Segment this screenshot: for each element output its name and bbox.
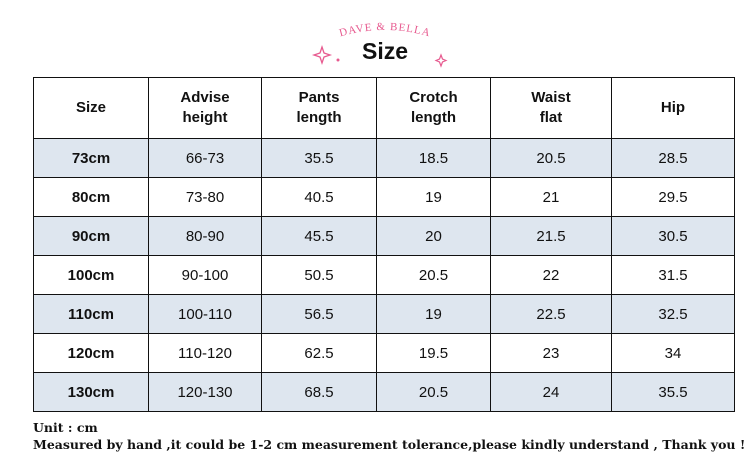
table-cell: 80cm bbox=[33, 177, 149, 217]
table-cell: 110-120 bbox=[148, 333, 262, 373]
table-cell: 66-73 bbox=[148, 138, 262, 178]
table-cell: 50.5 bbox=[261, 255, 377, 295]
size-table: Size Advise height Pants length Crotch leng… bbox=[33, 77, 735, 412]
table-row: 110cm 100-110 56.5 19 22.5 32.5 bbox=[33, 294, 735, 334]
table-cell: 68.5 bbox=[261, 372, 377, 412]
table-row: 100cm 90-100 50.5 20.5 22 31.5 bbox=[33, 255, 735, 295]
table-cell: 120cm bbox=[33, 333, 149, 373]
unit-note: Unit : cm bbox=[33, 420, 98, 435]
brand-text: DAVE & BELLA bbox=[338, 21, 431, 40]
table-row: 130cm 120-130 68.5 20.5 24 35.5 bbox=[33, 372, 735, 412]
table-cell: 19.5 bbox=[376, 333, 491, 373]
table-cell: 56.5 bbox=[261, 294, 377, 334]
column-header: Size bbox=[33, 77, 149, 139]
table-cell: 19 bbox=[376, 177, 491, 217]
table-cell: 20.5 bbox=[490, 138, 612, 178]
table-cell: 120-130 bbox=[148, 372, 262, 412]
table-cell: 35.5 bbox=[261, 138, 377, 178]
sparkle-dot bbox=[336, 58, 340, 62]
decoration: DAVE & BELLA bbox=[311, 21, 448, 68]
table-cell: 20 bbox=[376, 216, 491, 256]
header-row: Size Advise height Pants length Crotch leng… bbox=[33, 77, 735, 139]
table-cell: 32.5 bbox=[611, 294, 735, 334]
table-cell: 28.5 bbox=[611, 138, 735, 178]
table-cell: 30.5 bbox=[611, 216, 735, 256]
table-cell: 24 bbox=[490, 372, 612, 412]
brand: DAVE & BELLA bbox=[338, 21, 432, 40]
title: Size bbox=[361, 38, 409, 64]
table-cell: 90-100 bbox=[148, 255, 262, 295]
table-cell: 29.5 bbox=[611, 177, 735, 217]
table-row: 73cm 66-73 35.5 18.5 20.5 28.5 bbox=[33, 138, 735, 178]
table-cell: 90cm bbox=[33, 216, 149, 256]
table-cell: 20.5 bbox=[376, 372, 491, 412]
table-cell: 34 bbox=[611, 333, 735, 373]
column-header: Pants length bbox=[261, 77, 377, 139]
table-cell: 110cm bbox=[33, 294, 149, 334]
tolerance-note: Measured by hand ,it could be 1-2 cm mea… bbox=[33, 437, 746, 452]
table-cell: 31.5 bbox=[611, 255, 735, 295]
table-cell: 73-80 bbox=[148, 177, 262, 217]
column-header: Crotch length bbox=[376, 77, 491, 139]
sparkle bbox=[311, 44, 333, 66]
table-cell: 80-90 bbox=[148, 216, 262, 256]
column-header: Waist flat bbox=[490, 77, 612, 139]
sparkle bbox=[434, 53, 448, 68]
table-cell: 62.5 bbox=[261, 333, 377, 373]
column-header: Advise height bbox=[148, 77, 262, 139]
table-cell: 100-110 bbox=[148, 294, 262, 334]
table-cell: 19 bbox=[376, 294, 491, 334]
table-cell: 130cm bbox=[33, 372, 149, 412]
table-cell: 18.5 bbox=[376, 138, 491, 178]
table-cell: 21.5 bbox=[490, 216, 612, 256]
table-cell: 21 bbox=[490, 177, 612, 217]
table-cell: 23 bbox=[490, 333, 612, 373]
table-cell: 22.5 bbox=[490, 294, 612, 334]
table-cell: 35.5 bbox=[611, 372, 735, 412]
table-row: 120cm 110-120 62.5 19.5 23 34 bbox=[33, 333, 735, 373]
table-cell: 22 bbox=[490, 255, 612, 295]
table-cell: 40.5 bbox=[261, 177, 377, 217]
table-cell: 73cm bbox=[33, 138, 149, 178]
table-cell: 45.5 bbox=[261, 216, 377, 256]
table-row: 90cm 80-90 45.5 20 21.5 30.5 bbox=[33, 216, 735, 256]
column-header: Hip bbox=[611, 77, 735, 139]
table-cell: 20.5 bbox=[376, 255, 491, 295]
table-row: 80cm 73-80 40.5 19 21 29.5 bbox=[33, 177, 735, 217]
table-cell: 100cm bbox=[33, 255, 149, 295]
